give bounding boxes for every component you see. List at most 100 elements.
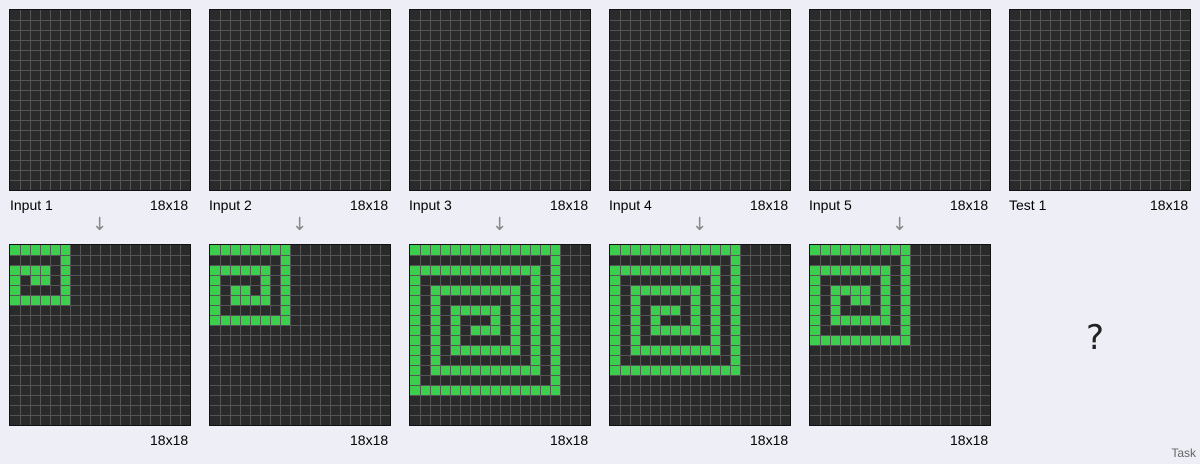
filled-cell	[60, 255, 70, 265]
filled-cell	[470, 325, 480, 335]
filled-cell	[640, 245, 650, 255]
filled-cell	[870, 265, 880, 275]
filled-cell	[430, 345, 440, 355]
filled-cell	[710, 275, 720, 285]
output-4-size: 18x18	[750, 432, 789, 448]
filled-cell	[710, 265, 720, 275]
filled-cell	[610, 355, 620, 365]
filled-cell	[410, 335, 420, 345]
filled-cell	[490, 305, 500, 315]
filled-cell	[730, 245, 740, 255]
filled-cell	[730, 265, 740, 275]
filled-cell	[690, 295, 700, 305]
filled-cell	[880, 275, 890, 285]
filled-cell	[30, 295, 40, 305]
filled-cell	[460, 285, 470, 295]
filled-cell	[840, 245, 850, 255]
filled-cell	[850, 295, 860, 305]
filled-cell	[630, 305, 640, 315]
filled-cell	[880, 265, 890, 275]
filled-cell	[550, 355, 560, 365]
filled-cell	[30, 265, 40, 275]
filled-cell	[490, 365, 500, 375]
filled-cell	[660, 325, 670, 335]
arrow-down-icon: ↓	[892, 214, 908, 235]
filled-cell	[900, 265, 910, 275]
filled-cell	[450, 365, 460, 375]
filled-cell	[490, 315, 500, 325]
filled-cell	[510, 265, 520, 275]
filled-cell	[860, 335, 870, 345]
filled-cell	[210, 305, 220, 315]
output-grid-4	[609, 244, 791, 426]
filled-cell	[460, 245, 470, 255]
filled-cell	[650, 365, 660, 375]
filled-cell	[450, 325, 460, 335]
filled-cell	[450, 315, 460, 325]
filled-cell	[60, 285, 70, 295]
filled-cell	[550, 295, 560, 305]
filled-cell	[710, 245, 720, 255]
filled-cell	[60, 245, 70, 255]
grid-lines	[210, 10, 390, 190]
filled-cell	[710, 305, 720, 315]
filled-cell	[500, 245, 510, 255]
filled-cell	[410, 325, 420, 335]
filled-cell	[540, 245, 550, 255]
filled-cell	[810, 285, 820, 295]
filled-cell	[840, 335, 850, 345]
filled-cell	[460, 265, 470, 275]
filled-cell	[810, 335, 820, 345]
filled-cell	[530, 315, 540, 325]
filled-cell	[890, 335, 900, 345]
filled-cell	[480, 285, 490, 295]
input-grid-2	[209, 9, 391, 191]
filled-cell	[690, 315, 700, 325]
filled-cell	[610, 325, 620, 335]
filled-cell	[260, 285, 270, 295]
grid-lines	[10, 245, 190, 425]
filled-cell	[700, 245, 710, 255]
filled-cell	[870, 245, 880, 255]
filled-cell	[880, 245, 890, 255]
input-2-size: 18x18	[350, 197, 389, 213]
filled-cell	[900, 285, 910, 295]
filled-cell	[630, 295, 640, 305]
filled-cell	[240, 295, 250, 305]
filled-cell	[690, 305, 700, 315]
filled-cell	[630, 245, 640, 255]
filled-cell	[510, 245, 520, 255]
filled-cell	[430, 265, 440, 275]
filled-cell	[210, 265, 220, 275]
output-5-size: 18x18	[950, 432, 989, 448]
filled-cell	[870, 315, 880, 325]
input-grid-1	[9, 9, 191, 191]
filled-cell	[810, 325, 820, 335]
filled-cell	[880, 295, 890, 305]
filled-cell	[480, 385, 490, 395]
filled-cell	[840, 265, 850, 275]
filled-cell	[210, 275, 220, 285]
filled-cell	[660, 305, 670, 315]
filled-cell	[30, 245, 40, 255]
filled-cell	[830, 285, 840, 295]
filled-cell	[810, 295, 820, 305]
filled-cell	[40, 295, 50, 305]
grid-lines	[810, 10, 990, 190]
filled-cell	[460, 385, 470, 395]
filled-cell	[480, 245, 490, 255]
filled-cell	[530, 265, 540, 275]
filled-cell	[840, 285, 850, 295]
filled-cell	[870, 335, 880, 345]
filled-cell	[440, 285, 450, 295]
filled-cell	[510, 335, 520, 345]
filled-cell	[880, 315, 890, 325]
filled-cell	[550, 245, 560, 255]
filled-cell	[880, 305, 890, 315]
filled-cell	[230, 285, 240, 295]
filled-cell	[530, 325, 540, 335]
filled-cell	[470, 365, 480, 375]
input-3-size: 18x18	[550, 197, 589, 213]
filled-cell	[700, 345, 710, 355]
